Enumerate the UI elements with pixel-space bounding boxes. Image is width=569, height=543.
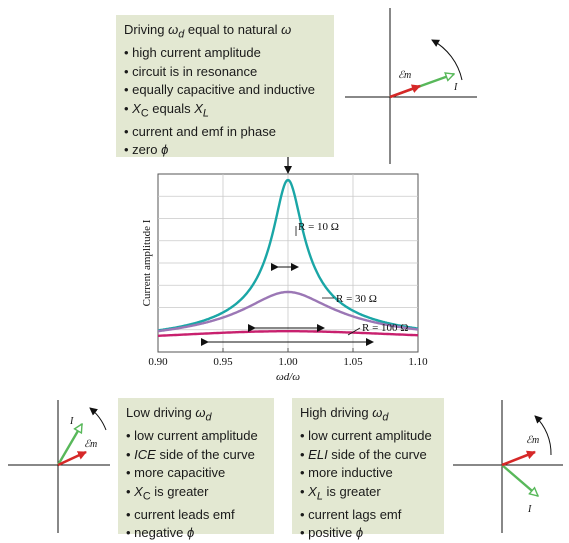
emf-phasor: [501, 450, 536, 467]
x-axis-label: ωd/ω: [276, 371, 300, 383]
x-tick-label: 0.90: [148, 356, 168, 368]
list-item: more capacitive: [126, 464, 266, 483]
list-item: ICE side of the curve: [126, 446, 266, 465]
emf-label: ℰm: [84, 439, 97, 450]
x-tick-label: 0.95: [213, 356, 233, 368]
resonance-box-title: Driving ωd equal to natural ω: [124, 22, 292, 41]
rotation-arrow-icon: [534, 415, 552, 456]
current-label: I: [69, 416, 74, 427]
current-label: I: [527, 504, 532, 515]
list-item: XC is greater: [126, 483, 266, 506]
series-label-r100: R = 100 Ω: [362, 322, 408, 334]
list-item: XC equals XL: [124, 100, 326, 123]
x-axis-ticks: 0.90 0.95 1.00 1.05 1.10: [148, 348, 428, 368]
low-box-title: Low driving ωd: [126, 405, 212, 424]
list-item: current leads emf: [126, 506, 266, 525]
current-phasor: [56, 424, 84, 466]
rotation-arrow-icon: [431, 39, 463, 81]
low-list: low current amplitude ICE side of the cu…: [126, 427, 266, 543]
list-item: more inductive: [300, 464, 436, 483]
high-box-title: High driving ωd: [300, 405, 389, 424]
emf-phasor: [57, 450, 87, 467]
y-axis-label: Current amplitude I: [141, 219, 153, 306]
rotation-arrow-icon: [89, 407, 107, 431]
phasor-diagram-resonance: ℰm I: [345, 8, 477, 164]
list-item: equally capacitive and inductive: [124, 81, 326, 100]
x-tick-label: 1.10: [408, 356, 428, 368]
low-driving-box: Low driving ωd low current amplitude ICE…: [118, 398, 274, 540]
list-item: XL is greater: [300, 483, 436, 506]
resonance-list: high current amplitude circuit is in res…: [124, 44, 326, 160]
list-item: negative ϕ: [126, 524, 266, 543]
x-tick-label: 1.00: [278, 356, 298, 368]
high-driving-box: High driving ωd low current amplitude EL…: [292, 398, 444, 540]
current-label: I: [453, 82, 458, 93]
current-phasor: [501, 464, 538, 496]
emf-label: ℰm: [526, 435, 539, 446]
leader-r100: [347, 327, 361, 336]
series-label-r10: R = 10 Ω: [298, 221, 339, 233]
resonance-info-box: Driving ωd equal to natural ω high curre…: [116, 15, 334, 157]
list-item: low current amplitude: [126, 427, 266, 446]
x-tick-label: 1.05: [343, 356, 363, 368]
list-item: zero ϕ: [124, 141, 326, 160]
emf-phasor: [389, 84, 421, 99]
list-item: circuit is in resonance: [124, 63, 326, 82]
list-item: current and emf in phase: [124, 123, 326, 142]
phasor-diagram-high: ℰm I: [453, 400, 563, 533]
list-item: ELI side of the curve: [300, 446, 436, 465]
list-item: positive ϕ: [300, 524, 436, 543]
phasor-diagram-low: I ℰm: [8, 400, 110, 533]
list-item: current lags emf: [300, 506, 436, 525]
list-item: high current amplitude: [124, 44, 326, 63]
series-line-r10: [157, 178, 419, 332]
list-item: low current amplitude: [300, 427, 436, 446]
high-list: low current amplitude ELI side of the cu…: [300, 427, 436, 543]
series-line-r30: [157, 290, 419, 333]
series-label-r30: R = 30 Ω: [336, 293, 377, 305]
emf-label: ℰm: [398, 70, 411, 81]
